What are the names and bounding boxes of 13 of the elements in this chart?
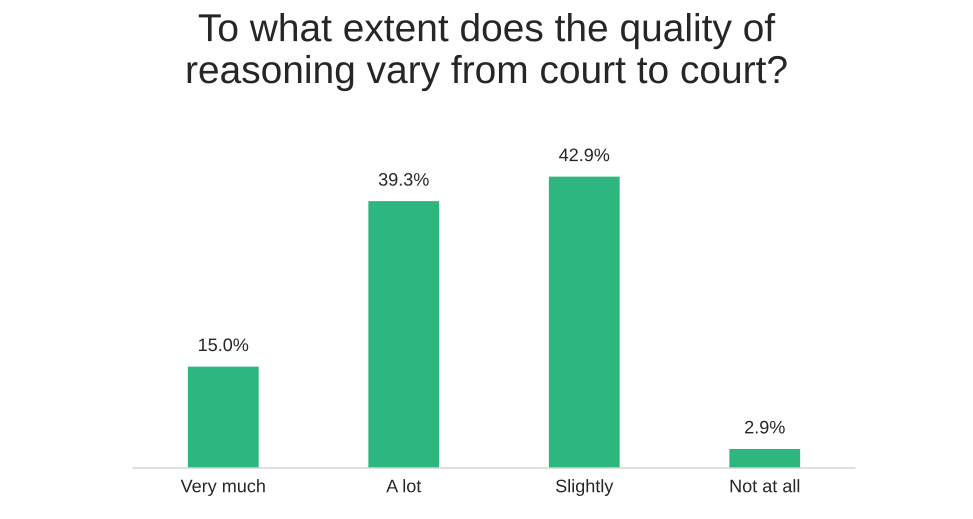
data-label: 2.9%	[745, 420, 785, 434]
x-tick-label: Slightly	[556, 479, 614, 496]
x-tick-label: A lot	[386, 479, 422, 492]
x-tick-label: Very much	[180, 479, 265, 496]
data-label: 42.9%	[559, 148, 610, 162]
bar	[366, 200, 441, 468]
bar	[186, 365, 260, 468]
bar	[547, 175, 622, 468]
data-label: 15.0%	[199, 338, 248, 352]
bar	[728, 448, 802, 468]
x-tick-label: Not at all	[730, 479, 800, 492]
data-label: 39.3%	[378, 173, 429, 186]
chart-title: To what extent does the quality of reasoning vary from court to court?	[188, 12, 787, 92]
